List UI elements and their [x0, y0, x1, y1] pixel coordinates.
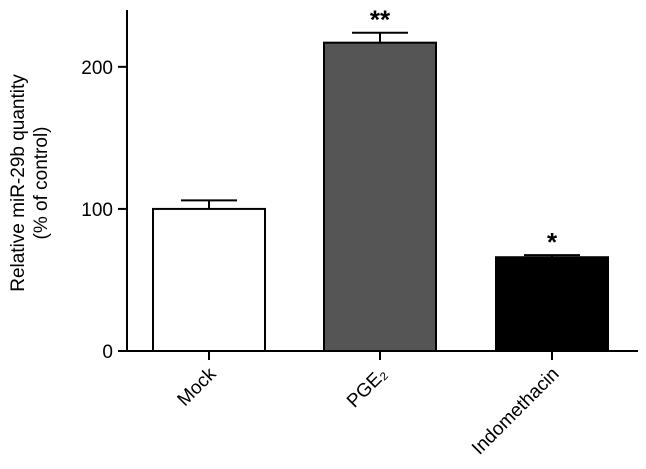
y-tick-label: 0: [102, 342, 113, 363]
bar-2: [495, 256, 609, 353]
y-axis-title-line-2: (% of control): [31, 127, 52, 240]
bar-0: [152, 207, 266, 352]
significance-label: *: [547, 227, 558, 257]
x-tick-label: Mock: [174, 363, 221, 410]
y-tick-label: 200: [81, 58, 113, 79]
significance-label: **: [370, 5, 391, 35]
y-axis-title-line-1: Relative miR-29b quantity: [8, 74, 29, 292]
y-axis-title: Relative miR-29b quantity (% of control): [8, 74, 52, 292]
x-tick-label: PGE₂: [343, 364, 391, 412]
bars: [152, 31, 609, 353]
bar-1: [323, 41, 437, 352]
x-tick-label: Indomethacin: [468, 364, 564, 460]
y-tick-label: 100: [81, 200, 113, 221]
